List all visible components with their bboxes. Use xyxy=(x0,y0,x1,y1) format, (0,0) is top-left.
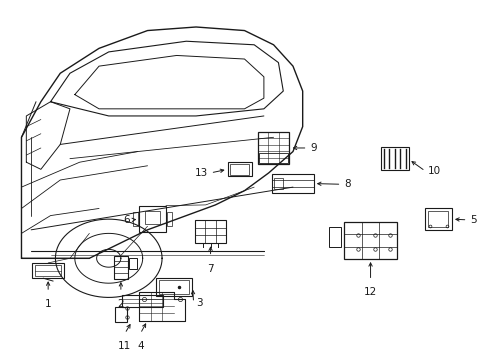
Bar xyxy=(194,220,226,243)
Text: 10: 10 xyxy=(427,166,440,176)
Text: 3: 3 xyxy=(196,298,202,308)
Text: 2: 2 xyxy=(117,299,124,309)
Text: 5: 5 xyxy=(469,215,476,225)
Bar xyxy=(35,265,61,276)
Bar xyxy=(167,212,172,226)
Bar xyxy=(145,211,159,224)
Bar xyxy=(122,296,163,307)
Bar xyxy=(128,258,137,269)
Bar xyxy=(115,307,127,322)
Bar xyxy=(113,256,128,279)
Bar xyxy=(328,227,341,247)
Bar xyxy=(156,278,192,296)
Bar xyxy=(257,132,289,164)
Bar xyxy=(32,263,64,278)
Text: 11: 11 xyxy=(118,341,131,351)
Text: 7: 7 xyxy=(207,264,213,274)
Bar xyxy=(272,174,313,193)
Text: 8: 8 xyxy=(343,179,350,189)
Text: 1: 1 xyxy=(45,299,51,309)
Bar xyxy=(159,280,189,293)
Bar xyxy=(427,211,447,227)
Bar xyxy=(380,147,408,170)
Bar xyxy=(273,178,282,189)
Bar xyxy=(229,164,249,175)
Text: 6: 6 xyxy=(122,215,129,225)
Bar xyxy=(132,212,137,226)
Bar xyxy=(259,153,287,163)
Bar xyxy=(424,208,451,230)
Text: 13: 13 xyxy=(195,168,208,178)
Text: 12: 12 xyxy=(363,288,376,297)
Text: 9: 9 xyxy=(309,143,316,153)
Text: 4: 4 xyxy=(137,341,143,351)
Bar xyxy=(227,162,251,176)
Bar xyxy=(139,206,165,233)
Bar xyxy=(343,222,396,259)
